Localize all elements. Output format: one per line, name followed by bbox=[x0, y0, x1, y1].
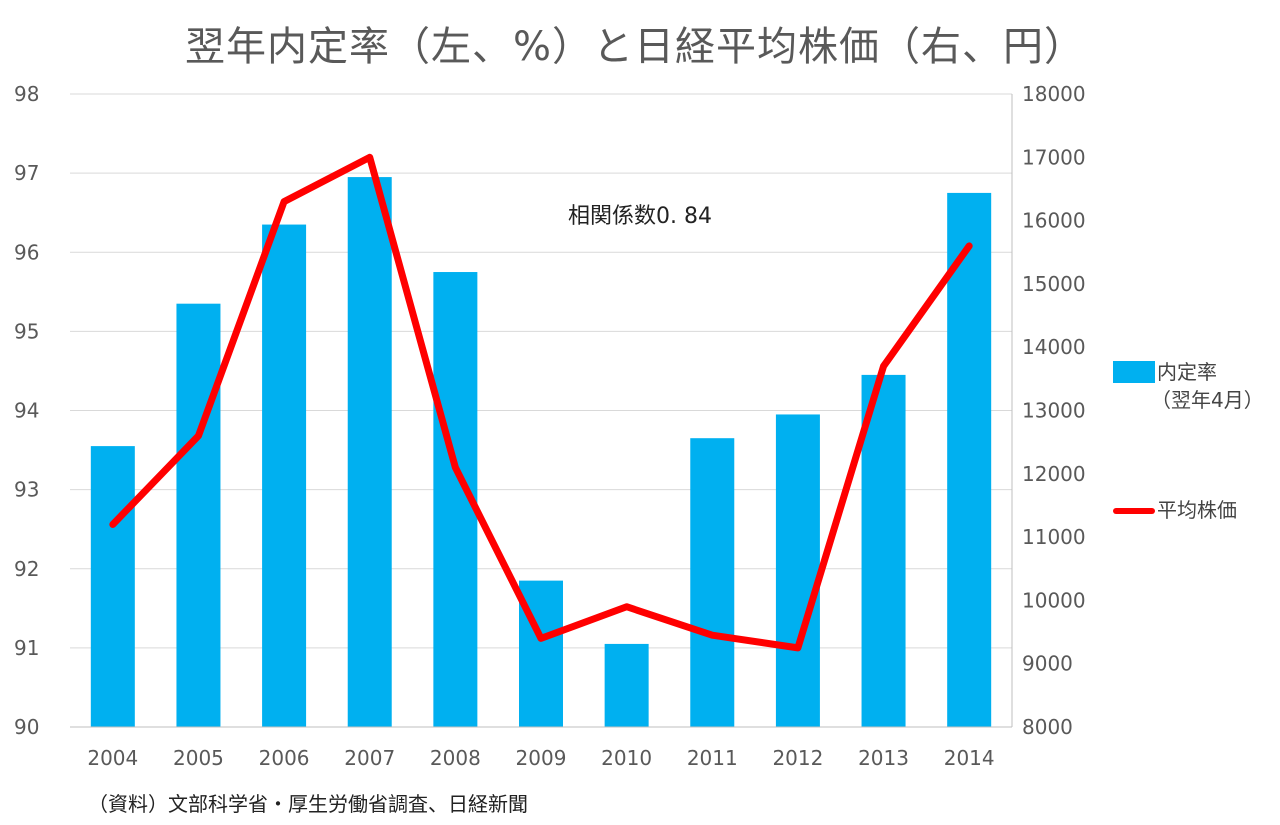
legend-line-swatch bbox=[1113, 508, 1155, 514]
legend-bar-swatch bbox=[1113, 361, 1155, 383]
legend-bar-sublabel: （翌年4月） bbox=[1151, 388, 1264, 412]
line-series bbox=[109, 153, 973, 652]
gridlines bbox=[70, 93, 1012, 728]
right-tick-label: 16000 bbox=[1022, 209, 1086, 233]
bar-2010 bbox=[604, 643, 649, 727]
left-tick-label: 91 bbox=[14, 636, 39, 660]
x-tick-label: 2010 bbox=[601, 746, 652, 770]
bar-2006 bbox=[262, 224, 307, 727]
correlation-annotation: 相関係数0. 84 bbox=[568, 204, 712, 229]
left-tick-label: 95 bbox=[14, 319, 39, 343]
left-tick-label: 98 bbox=[14, 82, 39, 106]
x-tick-label: 2007 bbox=[344, 746, 395, 770]
left-tick-label: 94 bbox=[14, 399, 39, 423]
bar-2013 bbox=[861, 374, 906, 727]
right-tick-label: 17000 bbox=[1022, 145, 1086, 169]
bar-2012 bbox=[775, 414, 820, 727]
right-tick-label: 9000 bbox=[1022, 652, 1073, 676]
x-tick-label: 2012 bbox=[772, 746, 823, 770]
right-tick-label: 18000 bbox=[1022, 82, 1086, 106]
left-tick-label: 97 bbox=[14, 161, 39, 185]
x-tick-label: 2006 bbox=[259, 746, 310, 770]
left-tick-label: 93 bbox=[14, 478, 39, 502]
right-tick-label: 14000 bbox=[1022, 335, 1086, 359]
right-axis-ticks: 8000 9000 10000 11000 12000 13000 14000 15000 16… bbox=[1022, 82, 1086, 739]
x-axis-ticks: 2004 2005 2006 2007 2008 2009 2010 2011 2012 2013… bbox=[87, 746, 994, 770]
legend-line-label: 平均株価 bbox=[1157, 498, 1237, 522]
right-tick-label: 8000 bbox=[1022, 715, 1073, 739]
bar-2011 bbox=[690, 438, 735, 727]
stock-price-line bbox=[109, 153, 973, 652]
right-tick-label: 12000 bbox=[1022, 462, 1086, 486]
x-tick-label: 2013 bbox=[858, 746, 909, 770]
x-tick-label: 2005 bbox=[173, 746, 224, 770]
chart-title: 翌年内定率（左、%）と日経平均株価（右、円） bbox=[184, 24, 1085, 70]
legend-item-stock: 平均株価 bbox=[1113, 496, 1237, 524]
x-tick-label: 2011 bbox=[687, 746, 738, 770]
right-tick-label: 13000 bbox=[1022, 399, 1086, 423]
x-tick-label: 2008 bbox=[430, 746, 481, 770]
x-tick-label: 2014 bbox=[944, 746, 995, 770]
left-tick-label: 92 bbox=[14, 557, 39, 581]
right-tick-label: 15000 bbox=[1022, 272, 1086, 296]
left-axis-ticks: 90 91 92 93 94 95 96 97 98 bbox=[14, 82, 39, 739]
bar-series bbox=[90, 177, 992, 728]
axes bbox=[70, 94, 1013, 728]
x-tick-label: 2004 bbox=[87, 746, 138, 770]
source-note: （資料）文部科学省・厚生労働省調査、日経新聞 bbox=[88, 792, 528, 816]
left-tick-label: 90 bbox=[14, 715, 39, 739]
x-tick-label: 2009 bbox=[516, 746, 567, 770]
legend-item-rate: 内定率 （翌年4月） bbox=[1113, 358, 1264, 414]
right-tick-label: 10000 bbox=[1022, 588, 1086, 612]
bar-2005 bbox=[176, 303, 221, 727]
bar-2004 bbox=[90, 446, 135, 727]
legend-bar-label: 内定率 bbox=[1157, 360, 1217, 384]
bar-2007 bbox=[347, 177, 392, 728]
left-tick-label: 96 bbox=[14, 240, 39, 264]
bar-2014 bbox=[947, 192, 992, 727]
right-tick-label: 11000 bbox=[1022, 525, 1086, 549]
